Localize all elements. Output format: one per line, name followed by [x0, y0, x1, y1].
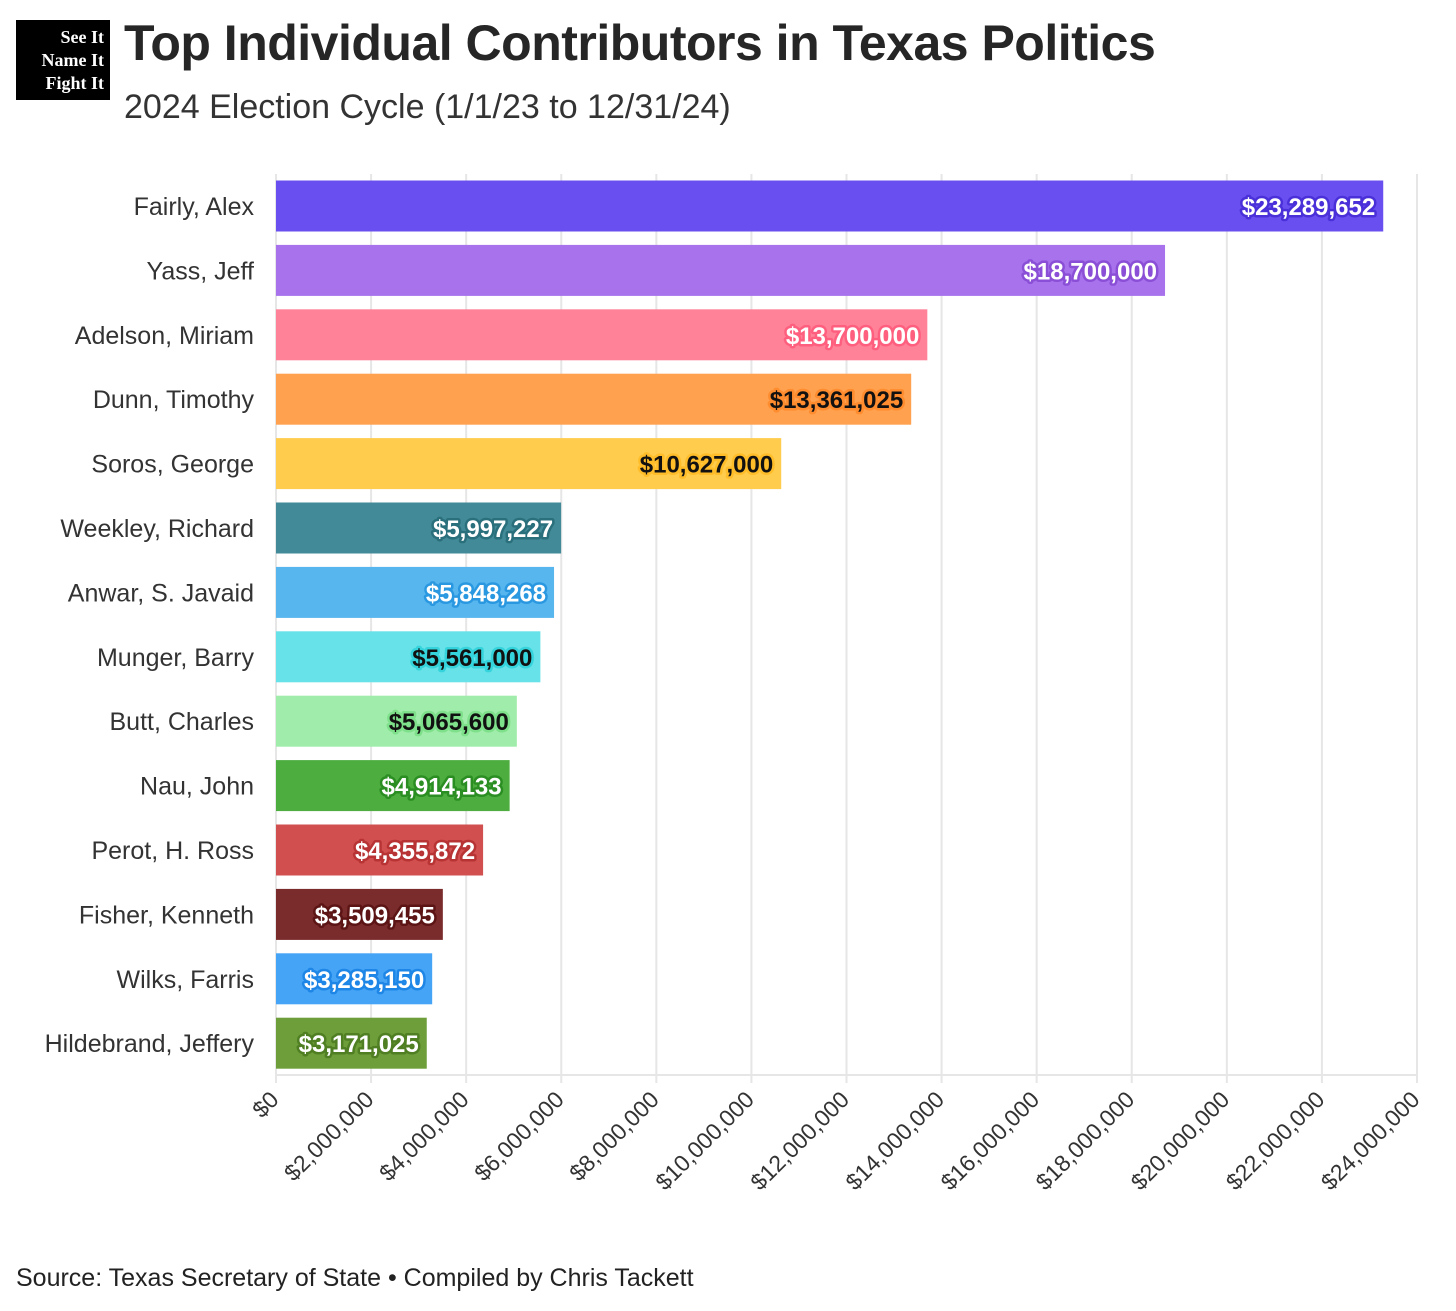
bar — [276, 1017, 427, 1069]
category-label: Wilks, Farris — [117, 966, 254, 994]
bar — [276, 244, 1166, 296]
x-tick-label: $16,000,000 — [935, 1086, 1044, 1195]
bar — [276, 888, 443, 940]
bar — [276, 309, 928, 361]
category-label: Butt, Charles — [109, 708, 254, 736]
value-label: $5,848,268 — [426, 580, 546, 607]
category-label: Hildebrand, Jeffery — [45, 1030, 255, 1058]
value-label: $5,065,600 — [389, 709, 509, 736]
category-label: Fairly, Alex — [134, 193, 255, 221]
value-label: $3,509,455 — [315, 902, 435, 929]
value-label: $3,285,150 — [304, 967, 424, 994]
bar — [276, 824, 484, 876]
bar — [276, 760, 510, 812]
chart-subtitle: 2024 Election Cycle (1/1/23 to 12/31/24) — [124, 88, 731, 126]
category-label: Fisher, Kenneth — [79, 901, 254, 929]
x-tick-label: $12,000,000 — [745, 1086, 854, 1195]
value-label: $3,171,025 — [299, 1031, 419, 1058]
x-tick-label: $20,000,000 — [1126, 1086, 1235, 1195]
category-label: Perot, H. Ross — [91, 837, 254, 865]
category-label: Anwar, S. Javaid — [68, 579, 254, 607]
bar-chart: Fairly, Alex Yass, Jeff Adelson, Miriam Dun… — [45, 174, 1425, 1195]
value-label: $18,700,000 — [1024, 258, 1157, 285]
logo-line: Fight It — [45, 73, 105, 93]
bar — [276, 631, 541, 683]
bar — [276, 953, 433, 1005]
bar — [276, 373, 912, 425]
x-tick-label: $6,000,000 — [469, 1086, 569, 1186]
see-it-name-it-fight-it-logo: See It Name It Fight It — [16, 20, 110, 100]
value-labels: $23,289,652 $18,700,000 $13,700,000 $13,361… — [296, 192, 1378, 1061]
bar — [276, 438, 782, 490]
category-label: Soros, George — [91, 451, 254, 479]
logo-line: See It — [60, 27, 105, 47]
category-label: Yass, Jeff — [147, 257, 255, 285]
x-tick-label: $14,000,000 — [840, 1086, 949, 1195]
x-tick-label: $0 — [247, 1086, 283, 1122]
category-label: Nau, John — [140, 773, 254, 801]
x-tick-label: $4,000,000 — [374, 1086, 474, 1186]
value-label: $23,289,652 — [1242, 194, 1375, 221]
bar — [276, 695, 517, 747]
category-label: Munger, Barry — [97, 644, 255, 672]
x-tick-label: $22,000,000 — [1221, 1086, 1330, 1195]
source-caption: Source: Texas Secretary of State • Compi… — [16, 1264, 694, 1292]
value-label: $5,561,000 — [412, 645, 532, 672]
category-label: Weekley, Richard — [60, 515, 254, 543]
x-tick-label: $18,000,000 — [1030, 1086, 1139, 1195]
x-tick-label: $24,000,000 — [1316, 1086, 1425, 1195]
category-labels: Fairly, Alex Yass, Jeff Adelson, Miriam Dun… — [45, 193, 255, 1058]
bar — [276, 502, 562, 554]
bars — [276, 180, 1384, 1069]
x-tick-label: $8,000,000 — [564, 1086, 664, 1186]
value-label: $4,914,133 — [382, 774, 502, 801]
value-label: $4,355,872 — [355, 838, 475, 865]
value-label: $5,997,227 — [433, 516, 553, 543]
bar — [276, 566, 555, 618]
category-label: Dunn, Timothy — [93, 386, 255, 414]
value-label: $10,627,000 — [640, 452, 773, 479]
chart-title: Top Individual Contributors in Texas Pol… — [124, 15, 1156, 71]
x-tick-label: $10,000,000 — [650, 1086, 759, 1195]
bar — [276, 180, 1384, 232]
x-axis-tick-labels: $0$2,000,000$4,000,000$6,000,000$8,000,0… — [247, 1086, 1424, 1195]
logo-line: Name It — [41, 50, 104, 70]
value-label: $13,700,000 — [786, 323, 919, 350]
category-label: Adelson, Miriam — [75, 322, 254, 350]
x-tick-label: $2,000,000 — [279, 1086, 379, 1186]
value-label: $13,361,025 — [770, 387, 903, 414]
